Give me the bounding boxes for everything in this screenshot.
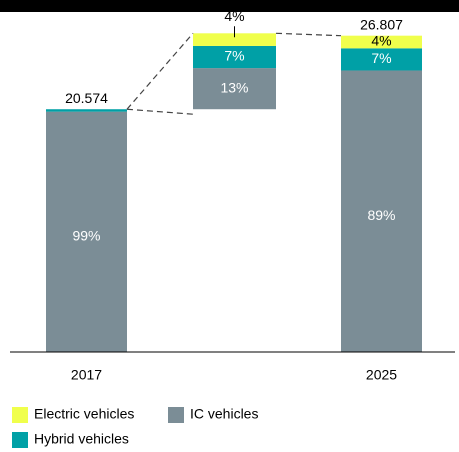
connector bbox=[275, 32, 342, 37]
connector bbox=[126, 108, 194, 115]
value-label: 13% bbox=[220, 79, 248, 95]
total-label: 26.807 bbox=[360, 16, 403, 32]
legend-label: IC vehicles bbox=[190, 406, 258, 422]
bar-segment bbox=[46, 109, 127, 112]
bar-segment bbox=[193, 68, 276, 110]
bar-segment bbox=[193, 33, 276, 46]
legend-label: Electric vehicles bbox=[34, 406, 134, 422]
bar-segment bbox=[193, 45, 276, 69]
legend-swatch bbox=[168, 407, 184, 423]
value-label: 4% bbox=[224, 8, 244, 24]
connector bbox=[126, 32, 194, 110]
legend-swatch bbox=[12, 432, 28, 448]
x-tick-label: 2017 bbox=[71, 367, 102, 383]
bar-segment bbox=[341, 70, 422, 352]
value-label: 7% bbox=[371, 50, 391, 66]
bar-segment bbox=[341, 48, 422, 71]
value-label: 99% bbox=[72, 228, 100, 244]
total-label: 20.574 bbox=[65, 90, 108, 106]
legend-label: Hybrid vehicles bbox=[34, 431, 129, 447]
legend-swatch bbox=[12, 407, 28, 423]
bar-segment bbox=[341, 35, 422, 49]
value-label: 7% bbox=[224, 48, 244, 64]
title-band bbox=[0, 0, 459, 12]
x-tick-label: 2025 bbox=[366, 367, 397, 383]
value-label: 89% bbox=[367, 207, 395, 223]
bar-segment bbox=[46, 111, 127, 352]
value-label: 4% bbox=[371, 33, 391, 49]
